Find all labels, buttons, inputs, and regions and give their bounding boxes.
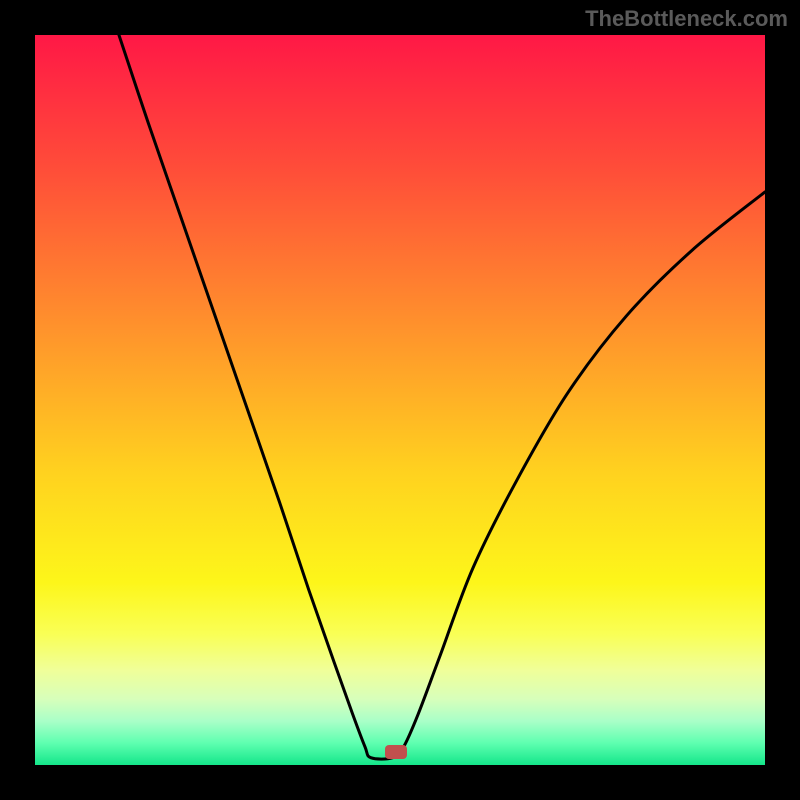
bottleneck-curve: [35, 35, 765, 765]
plot-area: [35, 35, 765, 765]
bottleneck-marker: [385, 745, 407, 759]
watermark-text: TheBottleneck.com: [585, 6, 788, 32]
